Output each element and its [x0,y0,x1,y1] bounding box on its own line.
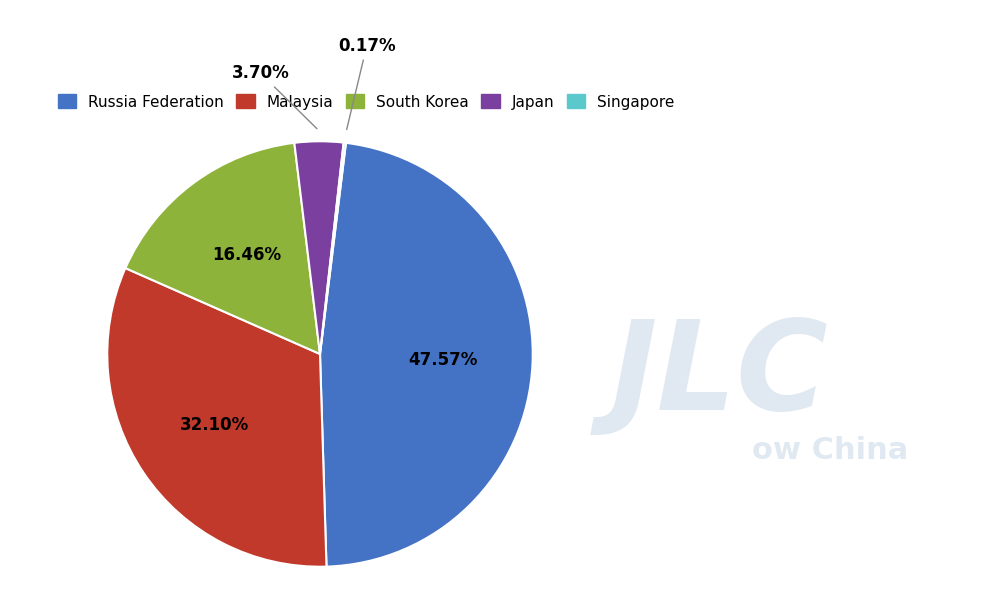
Text: Bonded Bunker Fuel Imports by Source, Jan-Feb 2024: Bonded Bunker Fuel Imports by Source, Ja… [12,21,723,45]
Legend: Russia Federation, Malaysia, South Korea, Japan, Singapore: Russia Federation, Malaysia, South Korea… [58,94,675,110]
Text: ow China: ow China [752,436,908,465]
Text: 47.57%: 47.57% [409,350,478,368]
Wedge shape [320,143,533,566]
Text: 3.70%: 3.70% [232,64,317,128]
Text: 0.17%: 0.17% [338,37,396,130]
Text: JLC: JLC [611,315,829,436]
Wedge shape [294,141,344,354]
Text: 32.10%: 32.10% [180,416,249,434]
Wedge shape [320,143,346,354]
Wedge shape [125,143,320,354]
Wedge shape [107,268,326,567]
Text: 16.46%: 16.46% [212,246,281,264]
